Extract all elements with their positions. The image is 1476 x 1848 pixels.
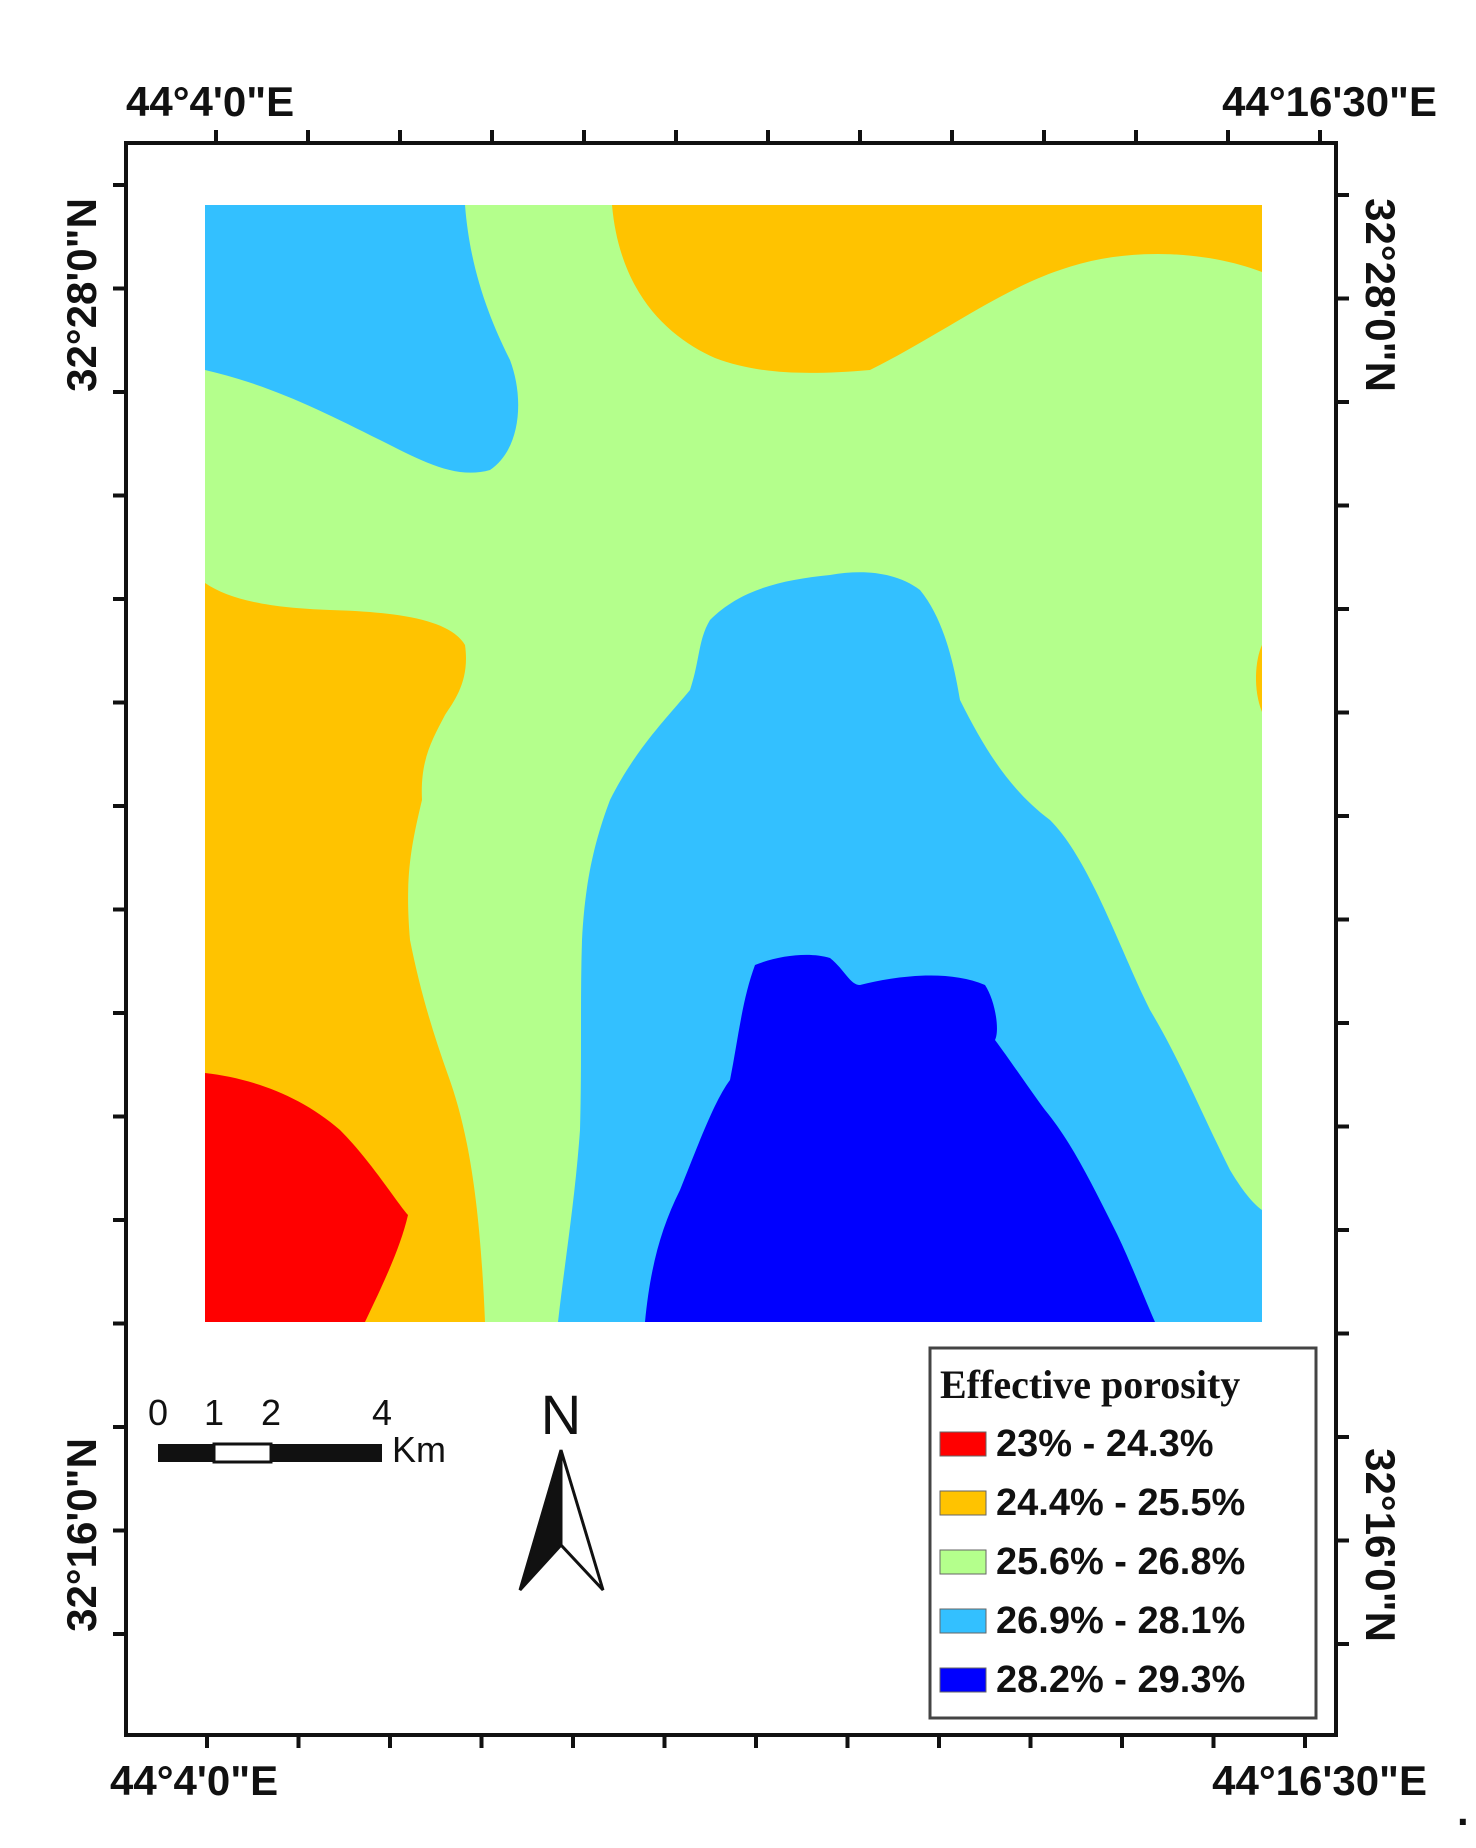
legend-label: 24.4% - 25.5%	[996, 1482, 1245, 1524]
porosity-zones	[205, 205, 1262, 1322]
scale-segment-2	[212, 1442, 273, 1464]
coord-top-left: 44°4'0"E	[126, 78, 294, 125]
zone-center-darkblue	[645, 954, 1155, 1322]
scale-unit: Km	[392, 1429, 446, 1470]
scale-label-0: 0	[148, 1392, 168, 1433]
scale-segment-3	[271, 1444, 382, 1462]
legend-title: Effective porosity	[940, 1362, 1240, 1407]
legend: Effective porosity 23% - 24.3% 24.4% - 25…	[928, 1346, 1318, 1720]
trailing-mark: .	[1457, 1787, 1469, 1834]
coord-left-upper: 32°28'0"N	[58, 198, 105, 392]
coord-top-right: 44°16'30"E	[1222, 78, 1437, 125]
north-arrow: N	[518, 1383, 605, 1592]
legend-box	[928, 1346, 1318, 1720]
scale-label-2: 2	[261, 1392, 281, 1433]
coord-bottom-left: 44°4'0"E	[110, 1757, 278, 1804]
coord-left-lower: 32°16'0"N	[58, 1438, 105, 1632]
legend-label: 28.2% - 29.3%	[996, 1659, 1245, 1701]
coord-right-lower: 32°16'0"N	[1357, 1448, 1404, 1642]
legend-swatch	[939, 1608, 987, 1634]
north-label: N	[541, 1383, 581, 1446]
zone-right-orange	[1255, 645, 1262, 712]
scale-label-4: 4	[372, 1392, 392, 1433]
zone-bottom-left-red	[205, 1073, 408, 1322]
coord-bottom-right: 44°16'30"E	[1212, 1757, 1427, 1804]
zone-top-orange	[612, 205, 1262, 373]
legend-swatch	[939, 1549, 987, 1575]
legend-label: 25.6% - 26.8%	[996, 1541, 1245, 1583]
legend-label: 23% - 24.3%	[996, 1423, 1214, 1465]
legend-swatch	[939, 1431, 987, 1457]
legend-swatch	[939, 1667, 987, 1693]
north-arrow-light-half-icon	[559, 1449, 605, 1592]
legend-swatch	[939, 1490, 987, 1516]
scale-label-1: 1	[204, 1392, 224, 1433]
coord-right-upper: 32°28'0"N	[1357, 198, 1404, 392]
scale-bar: 0 1 2 4 Km	[148, 1392, 446, 1470]
scale-segment-1	[158, 1444, 214, 1462]
zone-top-left-cyan	[205, 205, 519, 473]
graticule-ticks	[113, 130, 1349, 1748]
legend-label: 26.9% - 28.1%	[996, 1600, 1245, 1642]
